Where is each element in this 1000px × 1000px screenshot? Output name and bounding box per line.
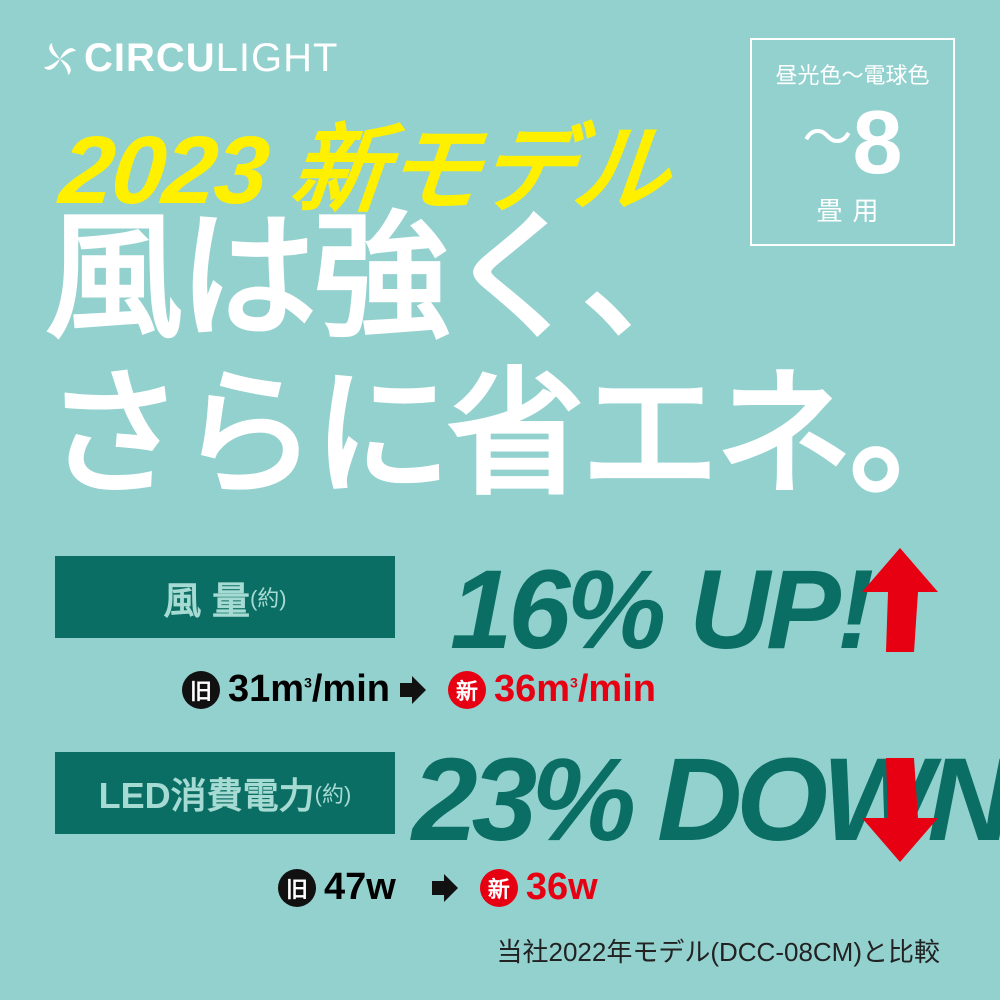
arrow-right-icon (399, 675, 426, 704)
power-label: LED消費電力 (約) (55, 752, 395, 834)
new-badge: 新 (479, 868, 518, 907)
new-airflow-value: 36m3/min (493, 668, 656, 710)
brand-logo: CIRCU LIGHT (42, 36, 338, 81)
room-size-number: 〜8 (802, 93, 903, 193)
old-power-value: 47w (324, 866, 396, 908)
new-badge: 新 (447, 670, 486, 709)
headline-line2: さらに省エネ。 (45, 358, 987, 512)
arrow-right-icon (431, 873, 458, 902)
power-comparison: 旧 47w 新 36w (278, 866, 598, 909)
old-badge: 旧 (278, 868, 316, 907)
comparison-footnote: 当社2022年モデル(DCC-08CM)と比較 (496, 937, 941, 967)
airflow-comparison: 旧 31m3/min 新 36m3/min (182, 668, 656, 711)
airflow-label: 風 量 (約) (55, 556, 395, 638)
room-size-badge: 昼光色〜電球色 〜8 畳用 (750, 38, 955, 246)
old-badge: 旧 (182, 670, 220, 709)
airflow-headline: 16% UP! (450, 547, 874, 672)
light-color-range: 昼光色〜電球色 (775, 63, 930, 88)
logo-text-bold: CIRCU (84, 36, 216, 80)
arrow-down-icon (862, 758, 938, 862)
new-power-value: 36w (525, 866, 598, 908)
fan-icon (44, 42, 76, 75)
arrow-up-icon (862, 548, 938, 652)
logo-text-light: LIGHT (215, 36, 339, 80)
headline-line1: 風は強く、 (45, 201, 719, 355)
old-airflow-value: 31m3/min (228, 668, 390, 710)
room-size-unit: 畳用 (816, 196, 889, 226)
